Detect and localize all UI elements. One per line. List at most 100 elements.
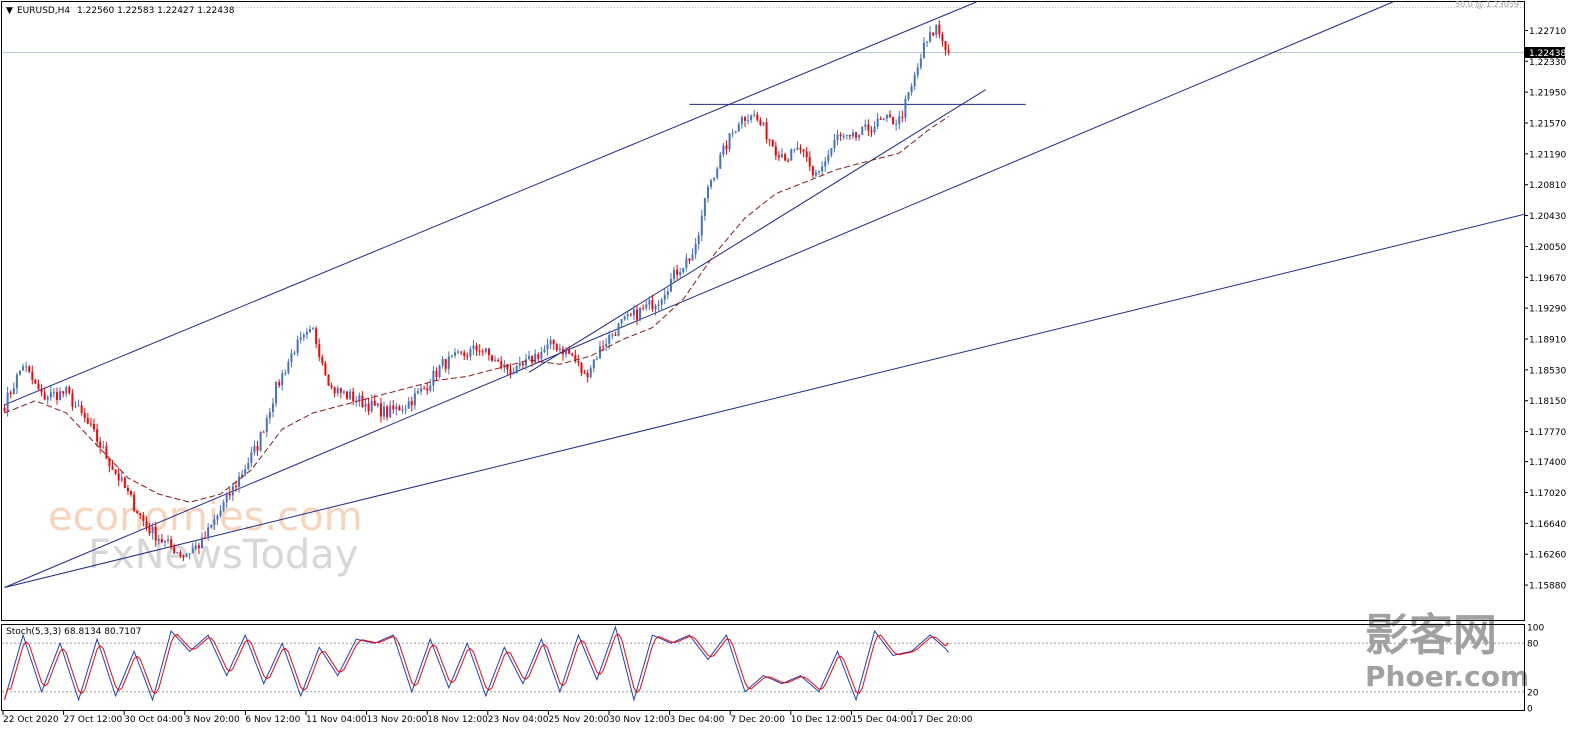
time-tick-label: 3 Nov 20:00: [185, 715, 240, 725]
candle-body: [716, 168, 719, 178]
candle-body: [136, 510, 139, 514]
candle-body: [83, 413, 86, 419]
trendline-channel-lower[interactable]: [4, 1, 1394, 588]
candle-body: [870, 130, 873, 133]
candle-body: [373, 400, 376, 406]
candle-body: [321, 357, 324, 364]
price-tick-label: 1.21190: [1529, 150, 1566, 160]
candle-body: [287, 362, 290, 373]
candle-body: [873, 126, 876, 133]
candle-body: [80, 405, 83, 414]
candle-body: [457, 351, 460, 353]
candle-body: [126, 487, 129, 492]
candle-body: [691, 254, 694, 261]
candle-body: [157, 539, 160, 541]
candle-body: [543, 349, 546, 353]
candle-body: [907, 92, 910, 99]
candle-body: [494, 359, 497, 361]
candle-body: [879, 118, 882, 120]
candle-body: [497, 359, 500, 362]
stoch-levels: [2, 642, 1524, 693]
trendline-short-support[interactable]: [528, 89, 986, 373]
candle-body: [636, 309, 639, 320]
candle-body: [318, 344, 321, 358]
candle-body: [86, 418, 89, 424]
candle-body: [682, 267, 685, 273]
candle-body: [284, 372, 287, 374]
time-axis: 22 Oct 2020 27 Oct 12:00 30 Oct 04:00 3 Nov…: [2, 711, 973, 725]
candle-body: [139, 513, 142, 515]
candle-body: [188, 553, 191, 555]
candle-body: [463, 352, 466, 356]
candle-body: [336, 388, 339, 394]
candle-body: [768, 139, 771, 141]
candle-body: [898, 116, 901, 124]
candle-body: [278, 382, 281, 386]
candle-body: [851, 132, 854, 137]
candle-body: [901, 116, 904, 118]
candle-body: [626, 314, 629, 317]
trendline-long-support[interactable]: [4, 213, 1526, 589]
candle-body: [142, 514, 145, 522]
candle-body: [938, 24, 941, 35]
candle-body: [441, 359, 444, 366]
candle-body: [487, 348, 490, 356]
candle-body: [799, 147, 802, 150]
candle-body: [9, 392, 12, 395]
candle-body: [389, 405, 392, 417]
stoch-pane-frame: [1, 624, 1525, 711]
price-tick-label: 1.17770: [1529, 428, 1566, 438]
candle-body: [244, 469, 247, 475]
price-tick-label: 1.20050: [1529, 243, 1566, 253]
candle-body: [583, 373, 586, 375]
candle-body: [416, 391, 419, 394]
price-tick-label: 1.18910: [1529, 336, 1566, 346]
candle-body: [312, 328, 315, 330]
trendline-channel-upper[interactable]: [4, 1, 977, 406]
candle-body: [376, 403, 379, 406]
stoch-level-label: 0: [1527, 705, 1533, 715]
candle-body: [210, 524, 213, 528]
candle-body: [148, 527, 151, 534]
candle-body: [710, 179, 713, 187]
candle-body: [895, 123, 898, 125]
candle-body: [234, 486, 237, 488]
candle-body: [450, 355, 453, 357]
candle-body: [750, 115, 753, 120]
time-tick-label: 30 Nov 12:00: [609, 715, 670, 725]
candle-body: [722, 145, 725, 155]
candle-body: [549, 340, 552, 345]
candle-body: [725, 145, 728, 150]
candle-body: [370, 400, 373, 412]
candle-body: [367, 403, 370, 412]
stoch-level-label: 20: [1527, 688, 1539, 698]
time-tick-label: 23 Nov 04:00: [488, 715, 549, 725]
candle-body: [22, 366, 25, 371]
candle-body: [358, 395, 361, 402]
candle-body: [737, 124, 740, 132]
watermark-yingke: 影客网: [1365, 610, 1497, 661]
watermark-fxnewstoday: FxNewsToday: [88, 532, 358, 578]
candle-body: [818, 171, 821, 173]
candle-body: [71, 393, 74, 407]
candle-body: [592, 359, 595, 369]
candle-body: [904, 98, 907, 118]
candle-body: [882, 118, 885, 120]
candle-body: [114, 469, 117, 474]
candle-body: [207, 527, 210, 538]
candle-body: [447, 356, 450, 369]
candle-body: [540, 352, 543, 359]
candle-body: [96, 429, 99, 442]
candle-body: [170, 539, 173, 547]
candle-body: [892, 116, 895, 125]
candle-body: [703, 198, 706, 216]
candle-body: [916, 67, 919, 76]
candle-body: [216, 515, 219, 520]
candle-body: [491, 355, 494, 361]
candle-body: [398, 406, 401, 411]
candle-body: [154, 526, 157, 541]
candle-body: [867, 124, 870, 131]
candle-body: [460, 351, 463, 353]
candle-body: [790, 149, 793, 161]
